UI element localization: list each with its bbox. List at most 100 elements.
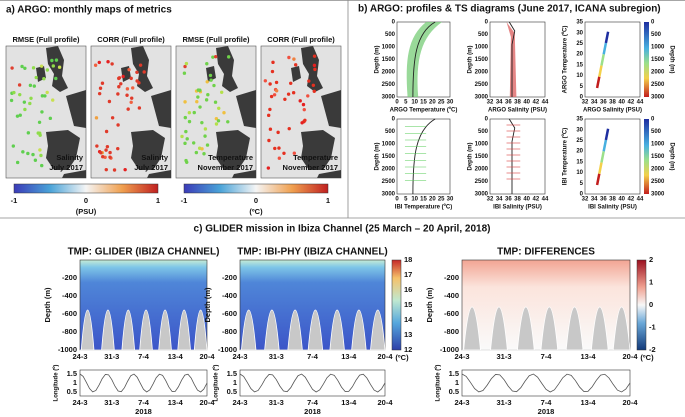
y-tick-label: 3000 [382,95,396,101]
float-dot [194,150,199,155]
colorbar [644,119,649,194]
float-dot [266,113,271,118]
land [232,170,256,178]
float-dot [54,76,58,81]
y-tick-label: 25 [576,138,583,144]
float-dot [183,115,188,120]
longitude-line [79,373,208,393]
float-dot [135,79,139,83]
x-tick-label: 38 [609,100,616,106]
y-tick-label: 1.5 [67,369,77,378]
y-tick-label: 0 [392,117,396,123]
float-dot [10,66,14,70]
float-dot [300,121,304,125]
float-dot [130,96,134,100]
float-dot [38,148,42,152]
seafloor [80,309,208,351]
float-dot [216,119,221,123]
y-axis-label: Depth (m) [375,46,381,74]
colorbar-unit: (ºC) [395,353,409,362]
float-dot [312,63,317,68]
x-tick-label: 5 [404,197,408,203]
float-dot [266,166,271,170]
x-tick-label: 20-4 [199,352,215,361]
float-dot [11,144,16,148]
float-dot [269,94,274,99]
y-tick-label: 3000 [475,192,489,198]
float-dot [45,68,50,72]
ts-segment [604,128,610,141]
longitude-frame [239,369,386,397]
plot-frame [584,118,641,195]
float-dot [26,151,30,156]
float-dot [195,99,199,104]
float-dot [270,69,275,74]
y-tick-label: 1.5 [227,369,237,378]
x-tick-label: 20-4 [377,398,393,407]
float-dot [208,73,213,78]
float-dot [287,126,291,131]
land [216,46,238,92]
x-axis-label: IBI Salinity (PSU) [588,205,637,211]
float-dot [185,160,189,164]
y-tick-label: 2500 [382,82,396,88]
float-dot [54,58,59,62]
float-dot [185,137,189,141]
float-dot [97,60,101,65]
x-tick-label: 36 [600,197,607,203]
x-tick-label: 24-3 [232,352,247,361]
x-tick-label: 34 [591,100,598,106]
map-title: RMSE (Full profile) [182,35,250,44]
float-dot [18,113,22,117]
x-tick-label: 20-4 [377,352,393,361]
y-tick-label: 2000 [475,70,489,76]
y-tick-label: -600 [444,309,459,318]
float-dot [26,131,31,135]
colorbar-tick: 3000 [651,95,665,101]
ts-segment [602,139,608,152]
y-tick-label: 10 [576,73,583,79]
float-dot [127,67,131,72]
float-dot [31,152,35,157]
land [151,90,171,128]
float-dot [226,55,231,59]
y-tick-label: -600 [222,309,237,318]
plot-frame [489,118,546,195]
float-dot [307,79,311,83]
x-tick-label: 24-3 [72,352,87,361]
float-dot [31,66,36,70]
colorbar-label: Depth (m) [668,46,674,74]
land [291,66,301,82]
y-tick-label: -800 [444,327,459,336]
float-dot [203,127,208,131]
x-axis-label: ARGO Salinity (PSU) [583,108,642,114]
x-tick-label: 7-4 [138,398,150,407]
y-tick-label: -200 [444,273,459,282]
float-dot [129,76,133,81]
plot-frame [584,21,641,98]
colorbar-tick: 12 [404,345,412,354]
x-tick-label: 10 [411,197,418,203]
float-dot [138,63,143,67]
float-dot [289,81,293,85]
y-axis-label: Longitude (º) [436,365,442,402]
float-dot [302,107,306,112]
float-dot [214,54,218,59]
colorbar-tick: -1 [649,322,656,331]
float-dot [40,94,45,98]
x-tick-label: 13-4 [341,398,357,407]
land [301,46,323,92]
float-dot [268,107,272,112]
x-tick-label: 40 [523,100,530,106]
float-dot [112,168,117,172]
y-tick-label: 20 [576,52,583,58]
x-tick-label: 7-4 [541,352,553,361]
y-tick-label: 3000 [475,95,489,101]
float-dot [217,106,221,110]
land [62,170,86,178]
colorbar-tick: -2 [649,345,656,354]
float-dot [50,58,54,63]
y-tick-label: 15 [576,62,583,68]
x-tick-label: 7-4 [138,352,150,361]
y-tick-label: 1 [455,378,459,387]
